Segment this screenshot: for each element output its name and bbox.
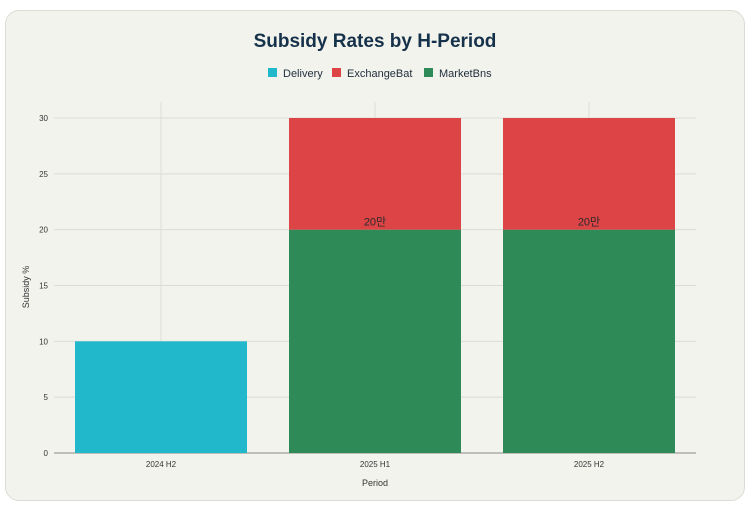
bar-delivery-2024-h2: [75, 341, 247, 453]
bar-marketbns-2025-h1: [289, 229, 461, 453]
x-axis-label: Period: [362, 478, 388, 488]
annotations: 20만 20만: [364, 216, 600, 229]
y-tick-label: 25: [39, 170, 48, 179]
x-tick-label: 2024 H2: [146, 460, 177, 469]
data-label: 20만: [578, 216, 600, 229]
bar-exchangebat-2025-h1: [289, 118, 461, 230]
data-label: 20만: [364, 216, 386, 229]
bar-exchangebat-2025-h2: [503, 118, 675, 230]
y-tick-label: 5: [44, 393, 49, 402]
legend: Delivery ExchangeBat MarketBns: [268, 68, 492, 80]
y-tick-label: 20: [39, 226, 48, 235]
y-tick-label: 30: [39, 114, 48, 123]
legend-label-exchangebat: ExchangeBat: [347, 68, 412, 80]
y-axis-label: Subsidy %: [21, 266, 31, 309]
y-tick-label: 15: [39, 282, 48, 291]
chart-title: Subsidy Rates by H-Period: [254, 31, 497, 52]
legend-swatch-exchangebat: [332, 68, 341, 77]
legend-swatch-marketbns: [424, 68, 433, 77]
legend-label-marketbns: MarketBns: [439, 68, 492, 80]
bar-marketbns-2025-h2: [503, 229, 675, 453]
y-tick-label: 10: [39, 337, 48, 346]
y-tick-label: 0: [44, 449, 49, 458]
legend-swatch-delivery: [268, 68, 277, 77]
x-tick-label: 2025 H1: [360, 460, 391, 469]
x-tick-label: 2025 H2: [574, 460, 605, 469]
legend-label-delivery: Delivery: [283, 68, 323, 80]
y-ticks: 0 5 10 15 20 25 30: [39, 114, 48, 458]
bars: [75, 118, 675, 453]
x-ticks: 2024 H2 2025 H1 2025 H2: [146, 460, 605, 469]
